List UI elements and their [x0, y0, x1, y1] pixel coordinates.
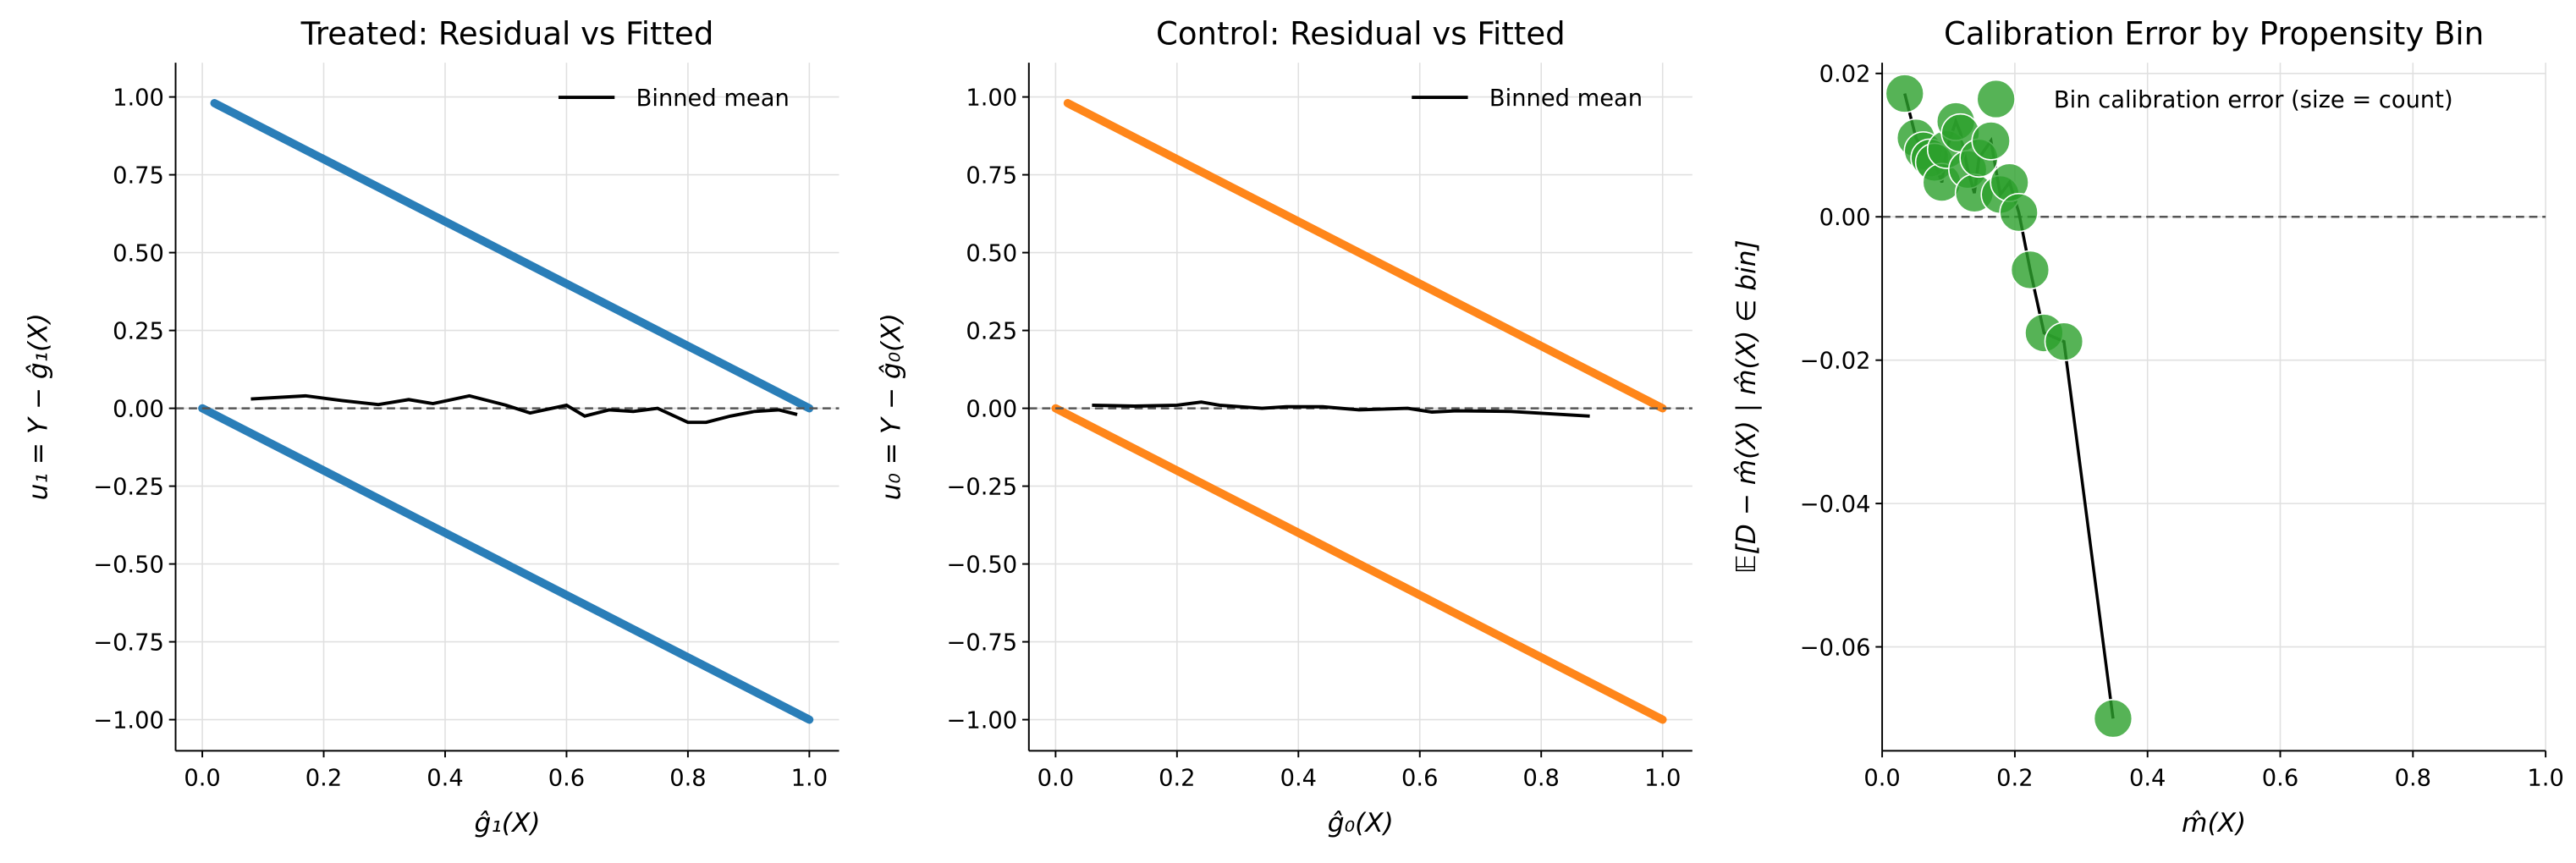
y-tick-label: 1.00 — [113, 85, 164, 111]
panel-2: 0.0 0.2 0.4 0.6 0.8 1.0 1.00 0.75 0.50 0.25 0.00 −0… — [877, 16, 1693, 838]
x-tick-label: 0.8 — [669, 765, 706, 791]
x-tick-label: 0.0 — [1863, 765, 1900, 791]
y-axis-label: u₀ = Y − ĝ₀(X) — [877, 313, 907, 500]
x-tick-label: 0.2 — [1159, 765, 1195, 791]
y-tick-label: −0.04 — [1800, 492, 1871, 518]
calibration-point — [1999, 192, 2039, 233]
residual-band — [198, 404, 814, 724]
y-tick-label: −1.00 — [93, 707, 164, 734]
y-tick-label: 0.25 — [113, 318, 164, 344]
x-tick-label: 0.6 — [1401, 765, 1438, 791]
x-tick-label: 0.4 — [427, 765, 463, 791]
x-tick-label: 0.6 — [548, 765, 585, 791]
calibration-point — [2093, 699, 2133, 739]
residual-band — [1063, 99, 1667, 413]
calibration-point — [1971, 121, 2011, 161]
x-tick-label: 1.0 — [791, 765, 828, 791]
calibration-point — [2044, 322, 2084, 361]
legend-label: Bin calibration error (size = count) — [2054, 87, 2453, 113]
y-tick-label: 0.02 — [1819, 62, 1871, 88]
y-tick-label: 0.00 — [966, 396, 1017, 422]
y-tick-label: 0.00 — [113, 396, 164, 422]
x-tick-label: 0.2 — [305, 765, 342, 791]
panel-3: 0.0 0.2 0.4 0.6 0.8 1.0 0.02 0.00 −0.02 −0.04 −0.0… — [1731, 16, 2564, 838]
x-tick-label: 0.4 — [1280, 765, 1317, 791]
legend-label: Binned mean — [1489, 85, 1643, 112]
y-tick-label: −0.25 — [93, 474, 164, 500]
y-tick-label: −0.50 — [946, 552, 1017, 578]
y-tick-label: −0.02 — [1800, 348, 1871, 374]
x-tick-label: 0.0 — [1038, 765, 1074, 791]
y-tick-label: 0.00 — [1819, 205, 1871, 231]
y-axis-label: u₁ = Y − ĝ₁(X) — [23, 313, 53, 500]
residual-band — [1051, 404, 1667, 724]
residual-band — [210, 99, 814, 413]
x-tick-label: 1.0 — [1644, 765, 1681, 791]
y-tick-label: −0.75 — [946, 629, 1017, 656]
y-tick-label: 1.00 — [966, 85, 1017, 111]
binned-mean-line — [1092, 400, 1590, 418]
x-tick-label: 0.8 — [1523, 765, 1560, 791]
y-tick-label: −0.06 — [1800, 635, 1871, 661]
y-tick-label: 0.50 — [966, 240, 1017, 267]
panel-1: 0.0 0.2 0.4 0.6 0.8 1.0 1.00 0.75 0.50 0.25 0.00 −0… — [23, 16, 839, 838]
x-axis-label: ĝ₁(X) — [475, 808, 541, 838]
y-axis-label: 𝔼[D − m̂(X) | m̂(X) ∈ bin] — [1731, 239, 1762, 574]
y-tick-label: 0.75 — [966, 162, 1017, 189]
y-tick-label: 0.50 — [113, 240, 164, 267]
legend-label: Binned mean — [636, 85, 790, 112]
x-tick-label: 0.2 — [1996, 765, 2033, 791]
x-tick-label: 0.4 — [2129, 765, 2166, 791]
chart-title: Treated: Residual vs Fitted — [300, 16, 714, 52]
binned-mean-line — [250, 393, 798, 425]
calibration-point — [1885, 74, 1924, 113]
x-tick-label: 0.8 — [2395, 765, 2431, 791]
x-tick-label: 0.6 — [2262, 765, 2298, 791]
y-tick-label: −0.75 — [93, 629, 164, 656]
x-tick-label: 1.0 — [2527, 765, 2563, 791]
legend-marker-swatch — [1976, 79, 2016, 119]
chart-title: Control: Residual vs Fitted — [1156, 16, 1566, 52]
y-tick-label: 0.75 — [113, 162, 164, 189]
y-tick-label: −0.50 — [93, 552, 164, 578]
x-axis-label: m̂(X) — [2182, 808, 2246, 838]
y-tick-label: −1.00 — [946, 707, 1017, 734]
x-tick-label: 0.0 — [184, 765, 220, 791]
chart-title: Calibration Error by Propensity Bin — [1944, 16, 2484, 52]
y-tick-label: −0.25 — [946, 474, 1017, 500]
y-tick-label: 0.25 — [966, 318, 1017, 344]
x-axis-label: ĝ₀(X) — [1328, 808, 1394, 838]
calibration-point — [2010, 250, 2050, 290]
